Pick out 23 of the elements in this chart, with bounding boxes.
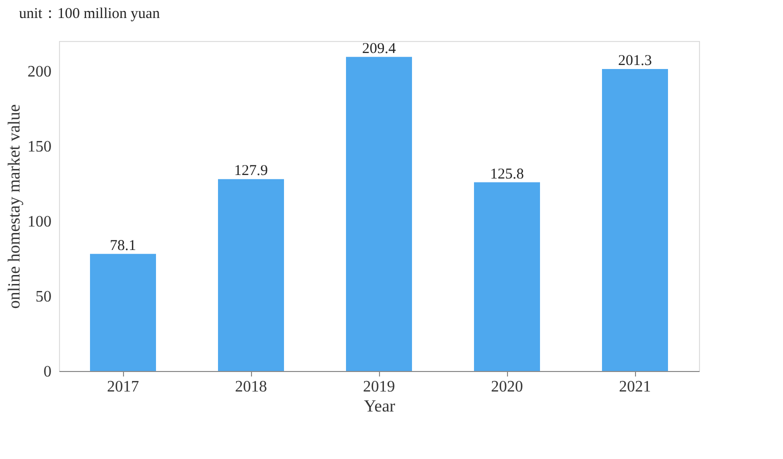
- y-tick-label: 100: [28, 214, 52, 230]
- data-label: 201.3: [618, 53, 652, 70]
- data-label: 125.8: [490, 166, 524, 182]
- bar: [218, 179, 284, 371]
- y-tick-label: 0: [44, 364, 52, 380]
- x-axis-title: Year: [364, 396, 396, 416]
- bar: [602, 69, 668, 371]
- bar: [346, 56, 412, 371]
- bar: [474, 182, 540, 371]
- data-label: 209.4: [362, 40, 396, 57]
- x-tick-label: 2021: [619, 378, 651, 396]
- data-label: 78.1: [110, 238, 136, 254]
- chart-title: unit：100 million yuan: [19, 6, 160, 22]
- y-tick-label: 150: [28, 138, 52, 156]
- x-tick-label: 2018: [235, 378, 267, 396]
- y-tick-label: 50: [36, 288, 52, 306]
- bar: [90, 254, 156, 371]
- y-tick-label: 200: [28, 64, 52, 80]
- x-tick-label: 2020: [491, 378, 523, 396]
- x-tick-label: 2019: [363, 378, 395, 396]
- data-label: 127.9: [234, 163, 268, 180]
- x-tick-label: 2017: [107, 378, 139, 396]
- y-axis-title: online homestay market value: [4, 104, 24, 309]
